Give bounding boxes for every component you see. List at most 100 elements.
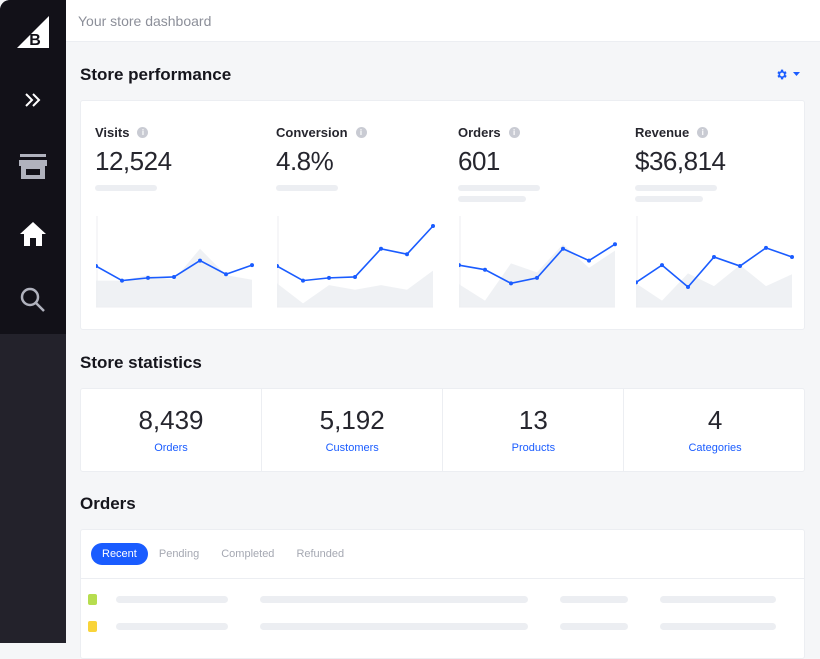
placeholder-bar: [260, 596, 528, 603]
data-point: [509, 281, 513, 286]
data-point: [764, 245, 768, 250]
data-point: [483, 267, 487, 272]
metric-revenue: Revenue i $36,814: [635, 125, 805, 202]
placeholder-bar: [660, 596, 776, 603]
stat-link[interactable]: Categories: [688, 442, 742, 454]
page-title: Your store dashboard: [78, 13, 212, 29]
previous-period-area: [636, 265, 792, 307]
stat-customers: 5,192 Customers: [262, 389, 444, 471]
data-point: [561, 246, 565, 251]
data-point: [587, 258, 591, 263]
placeholder-bar: [116, 623, 228, 630]
order-row[interactable]: [81, 594, 804, 606]
data-point: [613, 242, 617, 247]
data-point: [277, 264, 279, 269]
metric-value: 4.8%: [276, 146, 334, 176]
placeholder-bar: [458, 185, 540, 191]
home-icon[interactable]: [17, 218, 49, 250]
metric-label: Revenue: [635, 125, 690, 140]
chart-visits: [96, 216, 254, 308]
stat-link[interactable]: Customers: [325, 442, 379, 454]
data-point: [738, 264, 742, 269]
search-icon[interactable]: [17, 284, 49, 316]
placeholder-bar: [635, 196, 703, 202]
metric-label: Conversion: [276, 125, 348, 140]
metric-conversion: Conversion i 4.8%: [276, 125, 446, 191]
tab-recent[interactable]: Recent: [91, 543, 148, 565]
performance-card: Visits i 12,524 Conversion i 4.8% Orders i …: [80, 100, 805, 330]
placeholder-bar: [660, 623, 776, 630]
data-point: [405, 252, 409, 257]
stat-value: 4: [707, 405, 723, 435]
previous-period-area: [277, 270, 433, 307]
info-icon[interactable]: i: [355, 127, 367, 138]
placeholder-bar: [560, 596, 628, 603]
caret-down-icon: [793, 72, 800, 76]
metric-label: Orders: [458, 125, 501, 140]
chart-conversion: [277, 216, 435, 308]
chart-revenue: [636, 216, 794, 308]
placeholder-bar: [635, 185, 717, 191]
metric-value: 12,524: [95, 146, 172, 176]
previous-period-area: [459, 244, 615, 307]
orders-title: Orders: [80, 494, 136, 513]
stat-categories: 4 Categories: [625, 389, 806, 471]
previous-period-area: [96, 248, 252, 307]
sidebar: B: [0, 0, 66, 643]
placeholder-bar: [95, 185, 157, 191]
info-icon[interactable]: i: [137, 127, 149, 138]
data-point: [198, 258, 202, 263]
metric-label: Visits: [95, 125, 130, 140]
status-indicator: [88, 621, 97, 632]
data-point: [431, 224, 435, 229]
orders-card: Recent Pending Completed Refunded: [80, 529, 805, 659]
top-bar: Your store dashboard: [66, 0, 820, 42]
tab-pending[interactable]: Pending: [158, 548, 200, 560]
data-point: [301, 278, 305, 283]
stat-orders: 8,439 Orders: [81, 389, 262, 471]
placeholder-bar: [276, 185, 338, 191]
bigcommerce-logo[interactable]: B: [17, 16, 49, 49]
stat-link[interactable]: Products: [511, 442, 556, 454]
status-indicator: [88, 594, 97, 605]
settings-button[interactable]: [775, 68, 800, 81]
data-point: [96, 264, 98, 269]
metric-value: 601: [458, 146, 500, 176]
gear-icon: [777, 69, 787, 80]
current-period-line: [277, 225, 434, 282]
storefront-icon[interactable]: [17, 151, 49, 183]
stat-value: 5,192: [319, 405, 385, 435]
expand-chevrons-icon[interactable]: [17, 84, 49, 116]
data-point: [636, 280, 638, 285]
data-point: [686, 284, 690, 289]
placeholder-bar: [458, 196, 526, 202]
chart-orders: [459, 216, 617, 308]
info-icon[interactable]: i: [697, 127, 709, 138]
stat-link[interactable]: Orders: [154, 442, 188, 454]
svg-text:B: B: [29, 32, 41, 49]
store-performance-title: Store performance: [80, 65, 232, 84]
stat-value: 13: [518, 405, 548, 435]
stat-products: 13 Products: [443, 389, 625, 471]
placeholder-bar: [260, 623, 528, 630]
data-point: [146, 275, 150, 280]
order-tabs: Recent Pending Completed Refunded: [91, 543, 355, 565]
data-point: [535, 275, 539, 280]
data-point: [660, 263, 664, 268]
metric-orders: Orders i 601: [458, 125, 628, 202]
data-point: [120, 278, 124, 283]
data-point: [172, 274, 176, 279]
data-point: [459, 263, 461, 268]
data-point: [353, 274, 357, 279]
store-statistics-title: Store statistics: [80, 353, 202, 372]
order-row[interactable]: [81, 621, 804, 633]
metric-visits: Visits i 12,524: [95, 125, 265, 191]
tab-completed[interactable]: Completed: [221, 548, 275, 560]
data-point: [379, 246, 383, 251]
data-point: [224, 272, 228, 277]
stat-value: 8,439: [138, 405, 204, 435]
placeholder-bar: [560, 623, 628, 630]
tab-refunded[interactable]: Refunded: [296, 548, 345, 560]
current-period-line: [636, 246, 793, 289]
info-icon[interactable]: i: [508, 127, 520, 138]
